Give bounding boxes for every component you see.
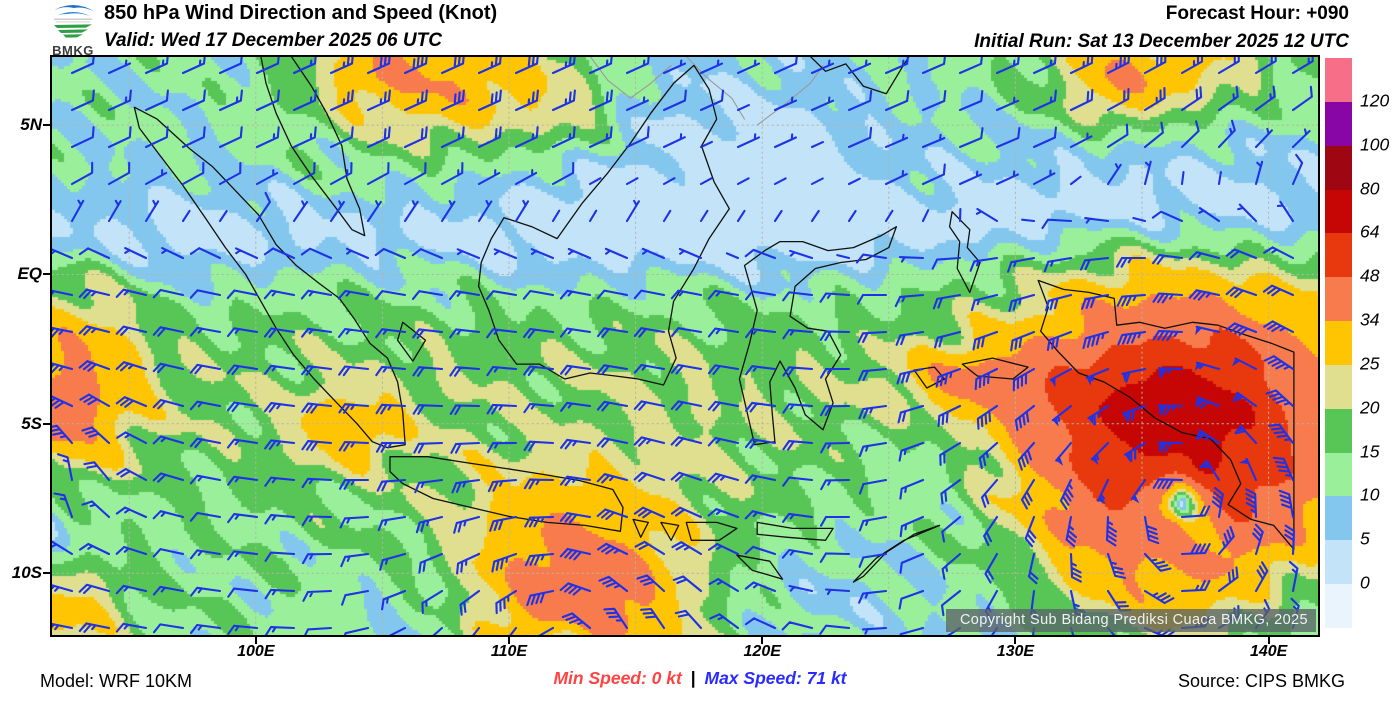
colorbar-segment: [1325, 101, 1352, 146]
colorbar-label: 64: [1360, 221, 1380, 242]
lon-tick-label: 130E: [996, 643, 1035, 660]
lat-tick-label: 5N: [20, 115, 42, 135]
valid-time-label: Valid: Wed 17 December 2025 06 UTC: [104, 30, 442, 51]
wind-barbs: [52, 57, 1314, 635]
copyright-badge: Copyright Sub Bidang Prediksi Cuaca BMKG…: [945, 609, 1316, 632]
map-overlay: [52, 57, 1318, 635]
colorbar-label: 20: [1360, 397, 1380, 418]
lon-tick-mark: [761, 637, 764, 644]
lon-tick-mark: [1267, 637, 1270, 644]
wind-barb-pennants: [1050, 326, 1249, 504]
colorbar-label: 34: [1360, 309, 1380, 330]
forecast-hour-label: Forecast Hour: +090: [1165, 3, 1349, 24]
colorbar-label: 100: [1360, 134, 1390, 155]
lat-tick-mark: [43, 273, 50, 276]
lat-tick-mark: [43, 422, 50, 425]
bmkg-logo-text: BMKG: [52, 43, 94, 58]
map-plot: Copyright Sub Bidang Prediksi Cuaca BMKG…: [50, 55, 1320, 637]
lat-tick-label: 10S: [11, 563, 42, 583]
bmkg-logo-icon: [51, 5, 95, 38]
colorbar-segment: [1325, 58, 1352, 102]
bmkg-logo: BMKG: [45, 1, 101, 58]
colorbar-label: 15: [1360, 441, 1380, 462]
minmax-separator: |: [690, 668, 696, 688]
colorbar-segment: [1325, 277, 1352, 322]
min-speed-label: Min Speed: 0 kt: [553, 668, 682, 688]
colorbar-label: 5: [1360, 528, 1370, 549]
lon-tick-label: 100E: [237, 643, 275, 660]
model-label: Model: WRF 10KM: [40, 671, 193, 691]
colorbar-label: 10: [1360, 484, 1380, 505]
colorbar-segment: [1325, 452, 1352, 497]
lon-tick-label: 110E: [490, 643, 528, 660]
colorbar-segment: [1325, 233, 1352, 278]
page-title: 850 hPa Wind Direction and Speed (Knot): [104, 2, 498, 24]
colorbar-label: 120: [1360, 90, 1390, 111]
colorbar-segment: [1325, 584, 1352, 628]
colorbar-segment: [1325, 540, 1352, 585]
colorbar-segment: [1325, 189, 1352, 234]
colorbar-segment: [1325, 321, 1352, 365]
colorbar-label: 25: [1360, 353, 1380, 374]
colorbar-segment: [1325, 408, 1352, 453]
lon-tick-label: 140E: [1249, 643, 1288, 660]
colorbar-label: 48: [1360, 265, 1380, 286]
minmax-speed-label: Min Speed: 0 kt | Max Speed: 71 kt: [470, 668, 930, 689]
lat-tick-mark: [43, 572, 50, 575]
lon-tick-mark: [1014, 637, 1017, 644]
colorbar-segment: [1325, 496, 1352, 541]
lon-tick-mark: [254, 637, 257, 644]
colorbar: [1325, 58, 1352, 628]
colorbar-label: 0: [1360, 572, 1370, 593]
colorbar-segment: [1325, 364, 1352, 409]
initial-run-label: Initial Run: Sat 13 December 2025 12 UTC: [974, 31, 1349, 52]
lon-tick-mark: [508, 637, 511, 644]
source-label: Source: CIPS BMKG: [1177, 671, 1345, 691]
coastline-indonesia: [133, 57, 1295, 583]
lon-tick-label: 120E: [743, 643, 781, 660]
lat-tick-label: EQ: [17, 264, 42, 284]
lat-tick-label: 5S: [21, 413, 42, 433]
colorbar-segment: [1325, 145, 1352, 190]
max-speed-label: Max Speed: 71 kt: [704, 668, 847, 688]
coastline-foreign: [589, 57, 824, 126]
colorbar-label: 80: [1360, 177, 1380, 198]
lat-tick-mark: [43, 124, 50, 127]
